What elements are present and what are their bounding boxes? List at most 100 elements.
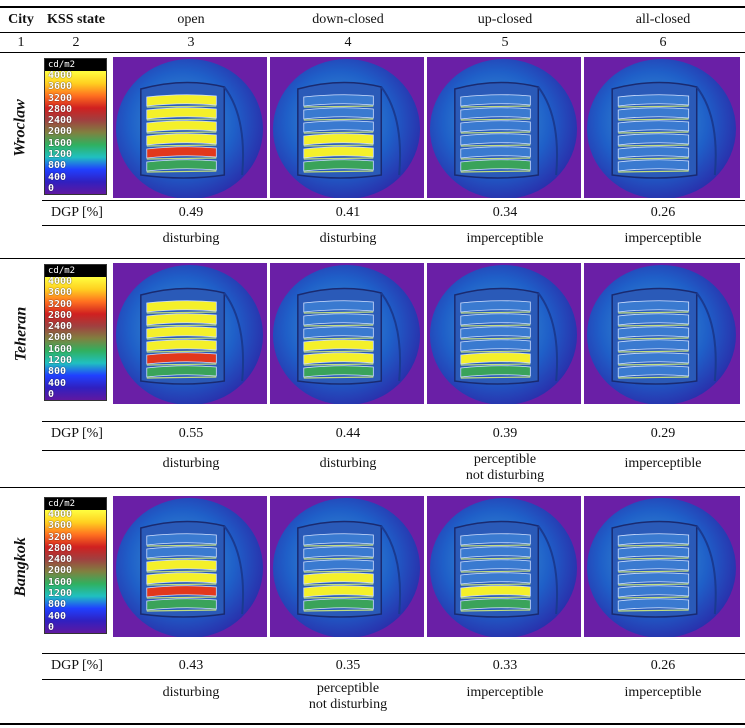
city-name: Teheran	[12, 306, 29, 361]
legend-label: 4000	[48, 509, 73, 520]
header-rule	[0, 32, 745, 33]
legend-label: 2800	[48, 309, 73, 321]
legend-label: 2800	[48, 103, 73, 115]
legend-label: 1600	[48, 137, 73, 149]
luminance-legend: cd/m2 4000 3600 3200 2800 2400 2000 1600 1200 800…	[44, 58, 107, 195]
legend-label: 2400	[48, 321, 73, 333]
legend-unit: cd/m2	[45, 498, 106, 510]
dgp-value: 0.29	[650, 426, 676, 441]
legend-label: 1200	[48, 355, 73, 367]
city-label-teheran: Teheran	[0, 263, 42, 404]
glare-rating-line: imperceptible	[624, 456, 702, 471]
legend-label: 1600	[48, 343, 73, 355]
glare-rating: disturbing	[270, 456, 426, 472]
glare-rating: imperceptible	[584, 685, 742, 701]
dgp-label: DGP [%]	[51, 658, 103, 673]
luminance-render-all-closed	[584, 57, 740, 198]
glare-rating: disturbing	[270, 231, 426, 247]
glare-rating: disturbing	[113, 456, 269, 472]
dgp-rule	[42, 421, 745, 422]
legend-label: 4000	[48, 70, 73, 81]
legend-label: 800	[48, 599, 67, 611]
legend-label: 800	[48, 366, 67, 378]
dgp-value: 0.34	[492, 205, 518, 220]
luminance-render-all-closed	[584, 263, 740, 404]
dgp-value: 0.44	[335, 426, 361, 441]
legend-color-strip	[45, 71, 106, 194]
col-number-5: 5	[501, 35, 509, 50]
legend-label: 2000	[48, 565, 73, 577]
glare-rating-line: imperceptible	[466, 685, 544, 700]
glare-rating: imperceptible	[584, 456, 742, 472]
glare-rating: imperceptible	[427, 685, 583, 701]
header-state-down-closed: down-closed	[312, 12, 384, 27]
legend-label: 3600	[48, 520, 73, 532]
luminance-render-down-closed	[270, 263, 424, 404]
legend-label: 1200	[48, 149, 73, 161]
luminance-legend: cd/m2 4000 3600 3200 2800 2400 2000 1600 1200 800…	[44, 264, 107, 401]
luminance-render-down-closed	[270, 57, 424, 198]
city-name: Wroclaw	[12, 98, 30, 157]
header-state-all-closed: all-closed	[635, 12, 691, 27]
legend-label: 3200	[48, 92, 73, 104]
legend-label: 2800	[48, 542, 73, 554]
glare-rating: imperceptible	[427, 231, 583, 247]
legend-label: 3600	[48, 81, 73, 93]
legend-unit: cd/m2	[45, 265, 106, 277]
dgp-label: DGP [%]	[51, 426, 103, 441]
col-number-4: 4	[344, 35, 352, 50]
luminance-render-up-closed	[427, 57, 581, 198]
glare-rating-line: disturbing	[319, 456, 377, 471]
glare-rating: perceptible not disturbing	[270, 681, 426, 713]
dgp-value: 0.43	[178, 658, 204, 673]
legend-label: 3200	[48, 531, 73, 543]
dgp-label: DGP [%]	[51, 205, 103, 220]
city-separator-rule	[0, 487, 745, 488]
glare-rating: disturbing	[113, 231, 269, 247]
dgp-value: 0.39	[492, 426, 518, 441]
legend-label: 400	[48, 377, 67, 389]
col-number-1: 1	[17, 35, 25, 50]
glare-rating-line: perceptible	[473, 452, 537, 467]
header-kss-state: KSS state	[47, 12, 105, 27]
glare-rating-line: disturbing	[162, 685, 220, 700]
luminance-legend: cd/m2 4000 3600 3200 2800 2400 2000 1600 1200 800…	[44, 497, 107, 634]
top-rule	[0, 6, 745, 8]
legend-unit: cd/m2	[45, 59, 106, 71]
glare-rating: disturbing	[113, 685, 269, 701]
dgp-value: 0.55	[178, 426, 204, 441]
legend-label: 2000	[48, 332, 73, 344]
legend-color-strip	[45, 510, 106, 633]
legend-label: 2000	[48, 126, 73, 138]
luminance-render-all-closed	[584, 496, 740, 637]
glare-rating-line: disturbing	[319, 231, 377, 246]
luminance-render-up-closed	[427, 263, 581, 404]
legend-label: 1600	[48, 576, 73, 588]
luminance-render-open	[113, 57, 267, 198]
legend-label: 0	[48, 182, 55, 194]
glare-rule	[42, 225, 745, 226]
dgp-value: 0.26	[650, 205, 676, 220]
legend-label: 800	[48, 160, 67, 172]
luminance-render-down-closed	[270, 496, 424, 637]
city-name: Bangkok	[12, 536, 30, 597]
legend-label: 4000	[48, 276, 73, 287]
legend-label: 0	[48, 388, 55, 400]
numbers-rule	[0, 52, 745, 53]
luminance-render-open	[113, 496, 267, 637]
dgp-rule	[42, 200, 745, 201]
glare-rating-line: disturbing	[162, 231, 220, 246]
glare-rating-line: imperceptible	[466, 231, 544, 246]
glare-rule	[42, 450, 745, 451]
legend-label: 400	[48, 171, 67, 183]
header-state-open: open	[177, 12, 205, 27]
legend-label: 2400	[48, 115, 73, 127]
glare-rule	[42, 679, 745, 680]
col-number-6: 6	[659, 35, 667, 50]
legend-label: 2400	[48, 554, 73, 566]
legend-label: 400	[48, 610, 67, 622]
glare-rating-line: not disturbing	[465, 468, 545, 483]
dgp-value: 0.26	[650, 658, 676, 673]
legend-label: 3200	[48, 298, 73, 310]
luminance-render-up-closed	[427, 496, 581, 637]
